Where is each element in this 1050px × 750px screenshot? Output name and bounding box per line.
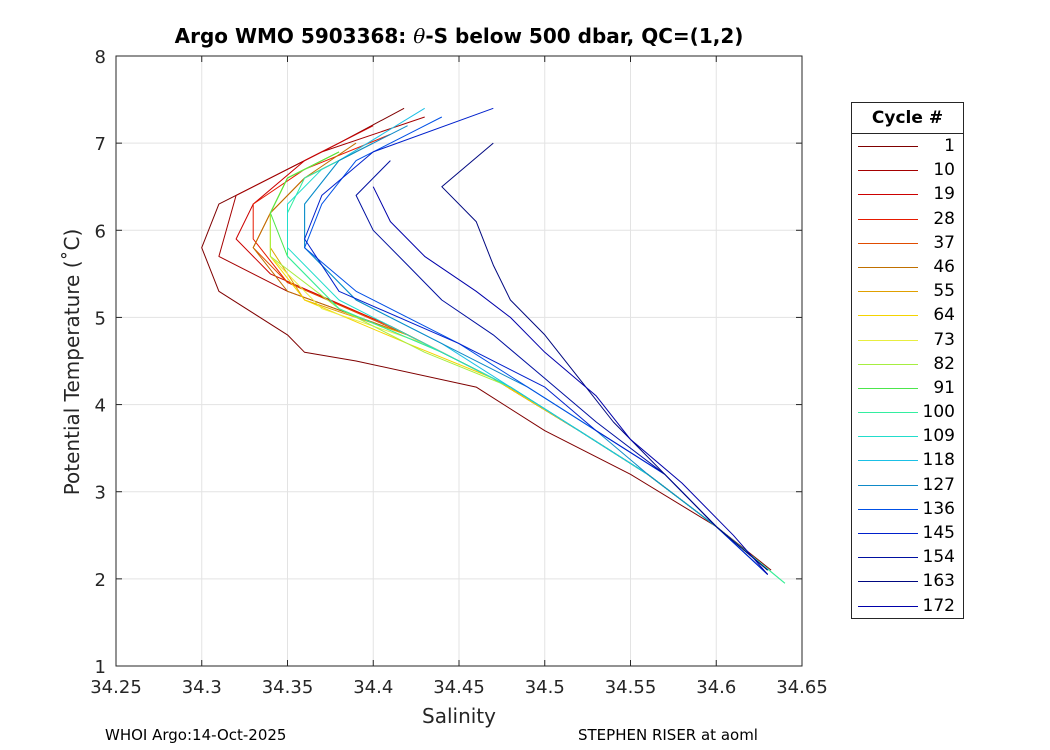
legend-entry: 91 xyxy=(852,376,963,400)
legend-entry: 154 xyxy=(852,545,963,569)
y-axis-label: Potential Temperature (˚C) xyxy=(60,228,84,496)
legend: Cycle # 1 10 19 28 37 46 55 64 73 82 91 100 109 118 12… xyxy=(851,102,964,619)
x-tick-label: 34.45 xyxy=(433,677,485,698)
legend-swatch xyxy=(858,460,918,462)
legend-label: 10 xyxy=(933,160,955,181)
legend-label: 163 xyxy=(922,571,955,592)
legend-entry: 82 xyxy=(852,352,963,376)
title-prefix: Argo WMO 5903368: xyxy=(174,24,414,48)
y-tick-label: 3 xyxy=(95,483,106,504)
legend-label: 19 xyxy=(933,184,955,205)
legend-label: 136 xyxy=(922,498,955,519)
legend-label: 64 xyxy=(933,305,955,326)
legend-entry: 109 xyxy=(852,424,963,448)
footer-source: WHOI Argo:14-Oct-2025 xyxy=(105,726,287,744)
y-tick-label: 1 xyxy=(95,657,106,678)
axis-ticks: 34.25 34.3 34.35 34.4 34.45 34.5 34.55 34.6 34.6… xyxy=(90,47,828,698)
legend-label: 118 xyxy=(922,450,955,471)
legend-label: 28 xyxy=(933,208,955,229)
legend-entry: 28 xyxy=(852,207,963,231)
footer-author: STEPHEN RISER at aoml xyxy=(578,726,758,744)
legend-swatch xyxy=(858,242,918,244)
legend-label: 1 xyxy=(944,136,955,156)
legend-label: 55 xyxy=(933,281,955,302)
legend-label: 172 xyxy=(922,595,955,616)
legend-swatch xyxy=(858,412,918,414)
series-layer xyxy=(201,107,786,584)
series-line-cycle-127 xyxy=(304,125,769,575)
legend-entry: 73 xyxy=(852,328,963,352)
legend-swatch xyxy=(858,533,918,534)
y-tick-label: 5 xyxy=(95,308,106,329)
legend-swatch xyxy=(858,484,918,486)
legend-swatch xyxy=(858,581,918,583)
legend-entry: 172 xyxy=(852,594,963,618)
legend-swatch xyxy=(858,605,918,607)
legend-label: 82 xyxy=(933,353,955,374)
legend-entry: 1 xyxy=(852,134,963,158)
x-tick-label: 34.25 xyxy=(90,677,142,698)
legend-label: 46 xyxy=(933,256,955,277)
legend-label: 73 xyxy=(933,329,955,350)
x-tick-label: 34.3 xyxy=(182,677,222,698)
legend-entry: 10 xyxy=(852,158,963,182)
x-tick-label: 34.6 xyxy=(696,677,736,698)
legend-swatch xyxy=(858,363,918,365)
y-tick-label: 7 xyxy=(95,134,106,155)
legend-label: 100 xyxy=(922,402,955,423)
x-tick-label: 34.55 xyxy=(605,677,657,698)
y-tick-label: 2 xyxy=(95,570,106,591)
legend-label: 145 xyxy=(922,523,955,543)
legend-entry: 118 xyxy=(852,448,963,472)
legend-swatch xyxy=(858,170,918,172)
theta-symbol: θ xyxy=(413,24,426,48)
x-tick-label: 34.35 xyxy=(262,677,314,698)
legend-swatch xyxy=(858,194,918,196)
x-tick-label: 34.65 xyxy=(776,677,828,698)
legend-entry: 55 xyxy=(852,279,963,303)
legend-swatch xyxy=(858,146,918,147)
y-tick-label: 6 xyxy=(95,221,106,242)
legend-swatch xyxy=(858,339,918,341)
legend-label: 127 xyxy=(922,474,955,495)
title-suffix: -S below 500 dbar, QC=(1,2) xyxy=(425,24,744,48)
legend-entry: 19 xyxy=(852,182,963,206)
legend-entry: 136 xyxy=(852,497,963,521)
x-tick-label: 34.5 xyxy=(525,677,565,698)
legend-entries: 1 10 19 28 37 46 55 64 73 82 91 100 109 118 127 136 145 1… xyxy=(852,134,963,618)
legend-label: 91 xyxy=(933,377,955,398)
x-tick-label: 34.4 xyxy=(353,677,393,698)
x-axis-label: Salinity xyxy=(422,704,496,728)
legend-entry: 145 xyxy=(852,521,963,545)
legend-entry: 163 xyxy=(852,569,963,593)
legend-title: Cycle # xyxy=(852,103,963,134)
y-tick-label: 4 xyxy=(95,396,106,417)
legend-entry: 37 xyxy=(852,231,963,255)
y-tick-label: 8 xyxy=(95,47,106,68)
series-line-cycle-163 xyxy=(441,142,769,571)
legend-entry: 127 xyxy=(852,473,963,497)
legend-swatch xyxy=(858,436,918,438)
legend-swatch xyxy=(858,315,918,317)
legend-label: 37 xyxy=(933,232,955,253)
legend-entry: 46 xyxy=(852,255,963,279)
chart-title: Argo WMO 5903368: θ-S below 500 dbar, QC… xyxy=(116,24,802,48)
legend-swatch xyxy=(858,508,918,510)
legend-entry: 100 xyxy=(852,400,963,424)
legend-swatch xyxy=(858,266,918,268)
legend-label: 109 xyxy=(922,426,955,447)
legend-swatch xyxy=(858,557,918,559)
series-line-cycle-1 xyxy=(201,107,772,571)
legend-label: 154 xyxy=(922,547,955,568)
legend-entry: 64 xyxy=(852,303,963,327)
legend-swatch xyxy=(858,291,918,293)
series-line-cycle-172 xyxy=(372,186,769,575)
legend-swatch xyxy=(858,218,918,220)
legend-swatch xyxy=(858,387,918,389)
